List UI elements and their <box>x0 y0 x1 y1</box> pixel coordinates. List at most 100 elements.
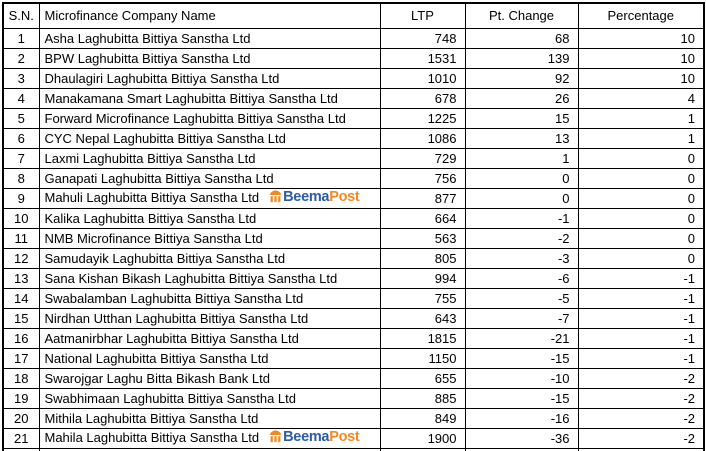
beemapost-post-text: Post <box>329 429 360 446</box>
table-row: 8 Ganapati Laghubitta Bittiya Sanstha Lt… <box>2 167 705 189</box>
pt-change-cell: -7 <box>464 307 579 329</box>
ltp-cell: 885 <box>379 387 466 409</box>
pt-change-cell: 0 <box>464 167 579 189</box>
table-row: 7 Laxmi Laghubitta Bittiya Sanstha Ltd 7… <box>2 147 705 169</box>
company-name-cell: Forward Microfinance Laghubitta Bittiya … <box>38 107 381 129</box>
pt-change-cell: -2 <box>464 227 579 249</box>
table-row: 18 Swarojgar Laghu Bitta Bikash Bank Ltd… <box>2 367 705 389</box>
company-name-cell: National Laghubitta Bittiya Sanstha Ltd <box>38 347 381 369</box>
ltp-cell: 1010 <box>379 67 466 89</box>
percentage-cell: 0 <box>577 167 705 189</box>
sn-cell: 8 <box>2 167 40 189</box>
pt-change-cell: 26 <box>464 87 579 109</box>
pt-change-cell: 68 <box>464 27 579 49</box>
percentage-cell: 0 <box>577 247 705 269</box>
sn-cell: 13 <box>2 267 40 289</box>
percentage-cell: -1 <box>577 347 705 369</box>
ltp-cell: 655 <box>379 367 466 389</box>
percentage-cell: -1 <box>577 287 705 309</box>
ltp-cell: 563 <box>379 227 466 249</box>
ltp-cell: 877 <box>379 187 466 209</box>
pt-change-cell: -1 <box>464 207 579 229</box>
column-header-percentage: Percentage <box>577 2 705 29</box>
pt-change-cell: -3 <box>464 247 579 269</box>
ltp-cell: 755 <box>379 287 466 309</box>
sn-cell: 7 <box>2 147 40 169</box>
beemapost-building-icon <box>269 430 282 445</box>
percentage-cell: 10 <box>577 67 705 89</box>
pt-change-cell: 15 <box>464 107 579 129</box>
table-row: 14 Swabalamban Laghubitta Bittiya Sansth… <box>2 287 705 309</box>
percentage-cell: 0 <box>577 227 705 249</box>
sn-cell: 21 <box>2 427 40 449</box>
company-name-cell: NMB Microfinance Bittiya Sanstha Ltd <box>38 227 381 249</box>
header-row: S.N. Microfinance Company Name LTP Pt. C… <box>2 2 705 29</box>
sn-cell: 17 <box>2 347 40 369</box>
sn-cell: 2 <box>2 47 40 69</box>
sn-cell: 11 <box>2 227 40 249</box>
company-name-cell: Aatmanirbhar Laghubitta Bittiya Sanstha … <box>38 327 381 349</box>
company-name-cell: Nirdhan Utthan Laghubitta Bittiya Sansth… <box>38 307 381 329</box>
sn-cell: 15 <box>2 307 40 329</box>
percentage-cell: -2 <box>577 367 705 389</box>
company-name-cell: Sana Kishan Bikash Laghubitta Bittiya Sa… <box>38 267 381 289</box>
percentage-cell: 4 <box>577 87 705 109</box>
pt-change-cell: -5 <box>464 287 579 309</box>
company-name-cell: Laxmi Laghubitta Bittiya Sanstha Ltd <box>38 147 381 169</box>
sn-cell: 3 <box>2 67 40 89</box>
percentage-cell: -1 <box>577 307 705 329</box>
sn-cell: 12 <box>2 247 40 269</box>
table-row: 6 CYC Nepal Laghubitta Bittiya Sanstha L… <box>2 127 705 149</box>
percentage-cell: -2 <box>577 427 705 449</box>
table-row: 20 Mithila Laghubitta Bittiya Sanstha Lt… <box>2 407 705 429</box>
sn-cell: 18 <box>2 367 40 389</box>
pt-change-cell: -6 <box>464 267 579 289</box>
sn-cell: 10 <box>2 207 40 229</box>
pt-change-cell: 0 <box>464 187 579 209</box>
table-row: 9 Mahuli Laghubitta Bittiya Sanstha Ltd B… <box>2 187 705 209</box>
table-row: 1 Asha Laghubitta Bittiya Sanstha Ltd 74… <box>2 27 705 49</box>
ltp-cell: 748 <box>379 27 466 49</box>
table-row: 21 Mahila Laghubitta Bittiya Sanstha Ltd… <box>2 427 705 449</box>
ltp-cell: 994 <box>379 267 466 289</box>
sn-cell: 1 <box>2 27 40 49</box>
ltp-cell: 678 <box>379 87 466 109</box>
beemapost-beema-text: Beema <box>283 189 330 206</box>
column-header-ltp: LTP <box>379 2 466 29</box>
sn-cell: 16 <box>2 327 40 349</box>
table-row: 3 Dhaulagiri Laghubitta Bittiya Sanstha … <box>2 67 705 89</box>
company-name-cell: Swabhimaan Laghubitta Bittiya Sanstha Lt… <box>38 387 381 409</box>
ltp-cell: 1086 <box>379 127 466 149</box>
company-name-cell: Mithila Laghubitta Bittiya Sanstha Ltd <box>38 407 381 429</box>
company-name-cell: BPW Laghubitta Bittiya Sanstha Ltd <box>38 47 381 69</box>
company-name-cell: Swarojgar Laghu Bitta Bikash Bank Ltd <box>38 367 381 389</box>
table-row: 11 NMB Microfinance Bittiya Sanstha Ltd … <box>2 227 705 249</box>
ltp-cell: 756 <box>379 167 466 189</box>
beemapost-post-text: Post <box>329 189 360 206</box>
table-row: 2 BPW Laghubitta Bittiya Sanstha Ltd 153… <box>2 47 705 69</box>
company-name-cell: Mahila Laghubitta Bittiya Sanstha Ltd Bee… <box>38 427 381 449</box>
sn-cell: 14 <box>2 287 40 309</box>
percentage-cell: 0 <box>577 147 705 169</box>
company-name-cell: Dhaulagiri Laghubitta Bittiya Sanstha Lt… <box>38 67 381 89</box>
table-row: 16 Aatmanirbhar Laghubitta Bittiya Sanst… <box>2 327 705 349</box>
table-row: 10 Kalika Laghubitta Bittiya Sanstha Ltd… <box>2 207 705 229</box>
percentage-cell: -1 <box>577 267 705 289</box>
ltp-cell: 664 <box>379 207 466 229</box>
table-row: 17 National Laghubitta Bittiya Sanstha L… <box>2 347 705 369</box>
percentage-cell: 10 <box>577 27 705 49</box>
table-row: 4 Manakamana Smart Laghubitta Bittiya Sa… <box>2 87 705 109</box>
pt-change-cell: -21 <box>464 327 579 349</box>
company-name-cell: Kalika Laghubitta Bittiya Sanstha Ltd <box>38 207 381 229</box>
company-name-cell: Asha Laghubitta Bittiya Sanstha Ltd <box>38 27 381 49</box>
sn-cell: 19 <box>2 387 40 409</box>
pt-change-cell: 92 <box>464 67 579 89</box>
pt-change-cell: 13 <box>464 127 579 149</box>
percentage-cell: -1 <box>577 327 705 349</box>
beemapost-logo: Beema Post <box>269 429 360 446</box>
table-row: 15 Nirdhan Utthan Laghubitta Bittiya San… <box>2 307 705 329</box>
sn-cell: 5 <box>2 107 40 129</box>
partial-empty-row <box>2 447 705 451</box>
